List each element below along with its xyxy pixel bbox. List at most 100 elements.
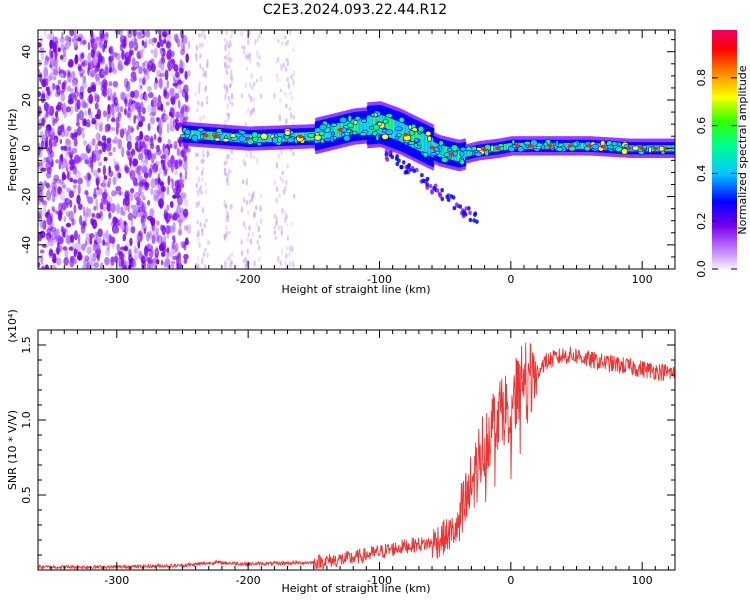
spectrogram-speckle: [38, 261, 41, 268]
spectrogram-speckle: [146, 264, 152, 269]
spectrogram-speckle: [117, 112, 122, 122]
spectrogram-speckle: [284, 35, 287, 40]
spectrogram-speckle: [170, 163, 174, 173]
spectrogram-speckle: [62, 102, 67, 113]
spectrogram-speckle: [92, 43, 98, 50]
spectrogram-hotspot: [547, 144, 553, 148]
spectrogram-speckle: [259, 193, 263, 199]
spectrogram-speckle: [106, 242, 111, 251]
spectrogram-speckle: [183, 241, 187, 251]
spectrogram-speckle: [161, 185, 165, 192]
spectrogram-tail: [454, 202, 459, 207]
spectrogram-speckle: [156, 220, 160, 226]
spectrogram-speckle: [84, 159, 90, 165]
spectrogram-speckle: [285, 117, 288, 124]
spectrogram-speckle: [100, 262, 103, 268]
spectrogram-speckle: [87, 86, 93, 94]
spectrogram-speckle: [85, 144, 92, 154]
spectrogram-hotspot: [663, 146, 669, 151]
spectrogram-speckle: [225, 62, 228, 69]
spectrogram-speckle: [202, 166, 205, 172]
spectrogram-speckle: [251, 231, 255, 238]
spectrogram-speckle: [81, 81, 87, 90]
spectrogram-speckle: [170, 63, 174, 70]
spectrogram-ridge-blob: [648, 146, 652, 154]
spectrogram-speckle: [291, 245, 294, 253]
spectrogram-speckle: [250, 72, 253, 80]
figure-title: C2E3.2024.093.22.44.R12: [263, 2, 447, 18]
spectrogram-speckle: [169, 143, 173, 149]
spectrogram-speckle: [108, 212, 112, 219]
spectrogram-speckle: [89, 69, 96, 78]
spectrogram-speckle: [43, 67, 49, 78]
spectrogram-speckle: [254, 39, 257, 46]
spectrogram-speckle: [57, 47, 62, 53]
spectrogram-speckle: [38, 42, 42, 48]
spectrogram-speckle: [282, 189, 286, 196]
spectrogram-speckle: [157, 177, 160, 186]
spectrogram-speckle: [244, 256, 247, 262]
spectrogram-speckle: [286, 223, 289, 227]
spectrogram-speckle: [284, 91, 287, 98]
spectrogram-speckle: [137, 145, 143, 151]
spectrogram-ridge-blob: [214, 137, 221, 142]
colorbar-tick-label: 0.4: [695, 165, 708, 183]
spectrogram-speckle: [97, 187, 103, 196]
spectrogram-speckle: [108, 81, 113, 87]
spectrogram-ridge-blob: [353, 120, 358, 126]
spectrogram-speckle: [245, 177, 249, 186]
spectrogram-speckle: [39, 218, 44, 229]
spectrogram-speckle: [286, 58, 290, 64]
spectrogram-speckle: [256, 240, 259, 245]
spectrogram-speckle: [80, 223, 86, 234]
spectrogram-speckle: [248, 261, 251, 269]
spectrogram-speckle: [174, 71, 181, 78]
spectrogram-speckle: [163, 108, 166, 115]
spectrogram-speckle: [156, 144, 161, 153]
spectrogram-speckle: [160, 62, 165, 71]
spectrogram-speckle: [52, 253, 57, 264]
spectrogram-speckle: [132, 259, 137, 268]
spectrogram-speckle: [180, 106, 185, 115]
spectrogram-speckle: [199, 53, 203, 58]
spectrogram-speckle: [223, 82, 226, 90]
spectrogram-speckle: [49, 72, 54, 81]
spectrogram-speckle: [57, 101, 63, 106]
spectrogram-speckle: [230, 74, 233, 81]
spectrogram-speckle: [172, 221, 176, 233]
spectrogram-speckle: [117, 64, 124, 71]
spectrogram-speckle: [230, 260, 234, 264]
spectrogram-speckle: [223, 37, 226, 42]
spectrogram-speckle: [130, 148, 136, 156]
spectrogram-tail: [387, 150, 392, 156]
spectrogram-speckle: [290, 74, 293, 80]
spectrogram-speckle: [53, 174, 60, 182]
spectrogram-speckle: [149, 137, 153, 143]
spectrogram-speckle: [259, 217, 263, 225]
spectrogram-xtick-label: -300: [104, 273, 129, 286]
spectrogram-speckle: [114, 252, 118, 262]
spectrogram-speckle: [240, 30, 243, 37]
spectrogram-speckle: [41, 117, 45, 127]
spectrogram-speckle: [184, 92, 189, 103]
spectrogram-speckle: [177, 230, 183, 236]
spectrogram-speckle: [257, 225, 260, 233]
spectrogram-speckle: [149, 208, 155, 217]
spectrogram-speckle: [135, 167, 139, 174]
spectrogram-speckle: [250, 96, 253, 104]
spectrogram-speckle: [178, 67, 184, 74]
spectrogram-speckle: [244, 225, 247, 231]
spectrogram-speckle: [57, 186, 63, 195]
spectrogram-speckle: [145, 30, 151, 38]
spectrogram-speckle: [140, 48, 144, 59]
spectrogram-ridge-blob: [331, 131, 335, 136]
spectrogram-speckle: [230, 251, 234, 257]
spectrogram-speckle: [48, 238, 55, 247]
spectrogram-tail: [397, 158, 401, 163]
spectrogram-speckle: [84, 240, 88, 247]
spectrogram-speckle: [157, 136, 162, 143]
spectrogram-speckle: [144, 144, 148, 154]
spectrogram-speckle: [67, 139, 72, 148]
spectrogram-speckle: [50, 187, 56, 197]
